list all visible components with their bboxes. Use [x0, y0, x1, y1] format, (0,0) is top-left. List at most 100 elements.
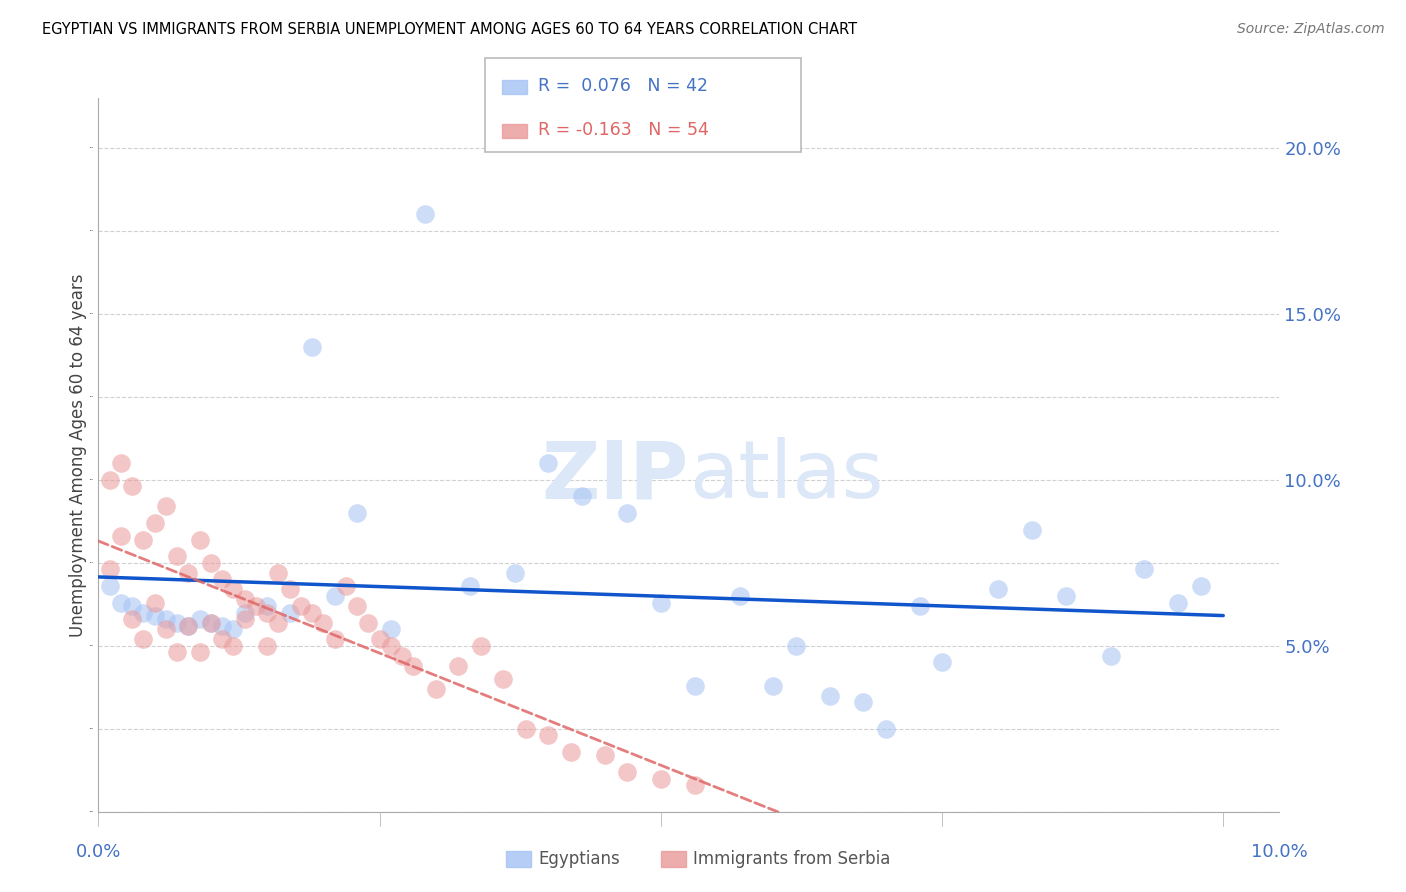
Y-axis label: Unemployment Among Ages 60 to 64 years: Unemployment Among Ages 60 to 64 years	[69, 273, 87, 637]
Point	[515, 722, 537, 736]
Point	[650, 596, 672, 610]
Point	[222, 622, 245, 636]
Point	[132, 606, 155, 620]
Point	[818, 689, 841, 703]
Text: atlas: atlas	[689, 437, 883, 516]
Point	[211, 619, 233, 633]
Point	[98, 579, 121, 593]
Point	[1021, 523, 1043, 537]
Point	[785, 639, 807, 653]
Point	[121, 612, 143, 626]
Point	[177, 619, 200, 633]
Point	[335, 579, 357, 593]
Point	[560, 745, 582, 759]
Point	[1167, 596, 1189, 610]
Point	[188, 645, 211, 659]
Point	[470, 639, 492, 653]
Point	[987, 582, 1010, 597]
Point	[458, 579, 481, 593]
Point	[503, 566, 526, 580]
Point	[177, 619, 200, 633]
Point	[188, 612, 211, 626]
Point	[233, 592, 256, 607]
Point	[931, 656, 953, 670]
Point	[402, 658, 425, 673]
Point	[200, 615, 222, 630]
Point	[1133, 562, 1156, 576]
Point	[98, 473, 121, 487]
Point	[278, 582, 301, 597]
Point	[683, 778, 706, 792]
Text: R = -0.163   N = 54: R = -0.163 N = 54	[538, 121, 710, 139]
Text: 10.0%: 10.0%	[1251, 843, 1308, 861]
Point	[256, 599, 278, 613]
Point	[211, 632, 233, 647]
Point	[256, 606, 278, 620]
Text: R =  0.076   N = 42: R = 0.076 N = 42	[538, 78, 709, 95]
Point	[211, 573, 233, 587]
Point	[425, 681, 447, 696]
Point	[616, 764, 638, 779]
Point	[391, 648, 413, 663]
Point	[728, 589, 751, 603]
Point	[571, 490, 593, 504]
Point	[537, 456, 560, 470]
Point	[256, 639, 278, 653]
Point	[1099, 648, 1122, 663]
Text: 0.0%: 0.0%	[76, 843, 121, 861]
Point	[132, 632, 155, 647]
Point	[200, 615, 222, 630]
Point	[1054, 589, 1077, 603]
Point	[301, 340, 323, 354]
Point	[346, 506, 368, 520]
Point	[875, 722, 897, 736]
Point	[233, 612, 256, 626]
Point	[593, 748, 616, 763]
Point	[222, 639, 245, 653]
Point	[290, 599, 312, 613]
Point	[267, 615, 290, 630]
Point	[177, 566, 200, 580]
Point	[245, 599, 267, 613]
Point	[155, 612, 177, 626]
Point	[616, 506, 638, 520]
Point	[380, 622, 402, 636]
Point	[110, 456, 132, 470]
Point	[98, 562, 121, 576]
Point	[166, 645, 188, 659]
Point	[380, 639, 402, 653]
Point	[683, 679, 706, 693]
Point	[413, 207, 436, 221]
Point	[852, 695, 875, 709]
Text: EGYPTIAN VS IMMIGRANTS FROM SERBIA UNEMPLOYMENT AMONG AGES 60 TO 64 YEARS CORREL: EGYPTIAN VS IMMIGRANTS FROM SERBIA UNEMP…	[42, 22, 858, 37]
Point	[143, 608, 166, 623]
Point	[447, 658, 470, 673]
Point	[312, 615, 335, 630]
Point	[200, 556, 222, 570]
Text: Egyptians: Egyptians	[538, 850, 620, 868]
Point	[233, 606, 256, 620]
Point	[323, 632, 346, 647]
Point	[650, 772, 672, 786]
Point	[278, 606, 301, 620]
Point	[188, 533, 211, 547]
Point	[143, 596, 166, 610]
Text: Immigrants from Serbia: Immigrants from Serbia	[693, 850, 890, 868]
Point	[166, 615, 188, 630]
Point	[1189, 579, 1212, 593]
Point	[908, 599, 931, 613]
Point	[267, 566, 290, 580]
Point	[121, 479, 143, 493]
Point	[762, 679, 785, 693]
Point	[346, 599, 368, 613]
Text: ZIP: ZIP	[541, 437, 689, 516]
Point	[121, 599, 143, 613]
Point	[166, 549, 188, 563]
Point	[110, 529, 132, 543]
Point	[537, 728, 560, 742]
Point	[222, 582, 245, 597]
Point	[143, 516, 166, 530]
Point	[301, 606, 323, 620]
Point	[132, 533, 155, 547]
Point	[155, 500, 177, 514]
